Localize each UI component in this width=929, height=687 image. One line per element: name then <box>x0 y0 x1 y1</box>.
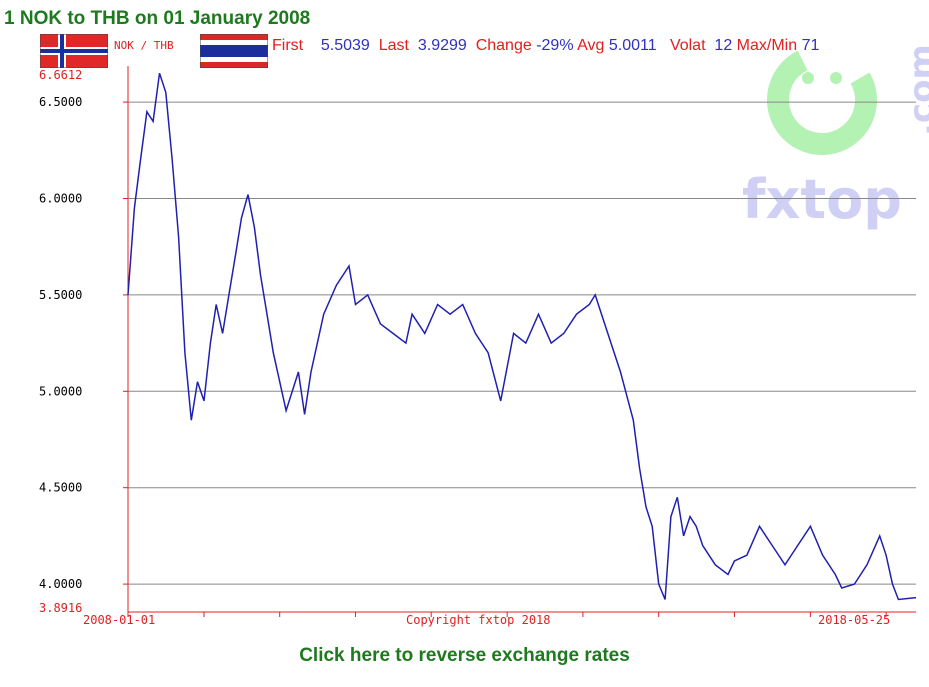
thailand-flag-icon <box>200 34 268 68</box>
y-tick-label: 4.0000 <box>39 577 82 591</box>
y-min-label: 3.8916 <box>39 601 82 615</box>
smiley-face-icon <box>767 44 877 155</box>
series-line-nok-thb <box>127 72 917 601</box>
avg-value: 5.0011 <box>608 37 657 54</box>
grid-lines <box>128 101 916 585</box>
x-axis-ticks <box>127 612 887 617</box>
maxmin-value: 71 <box>801 37 820 54</box>
currency-pair-label: NOK / THB <box>114 39 174 52</box>
volat-label: Volat <box>669 37 706 54</box>
y-tick-label: 4.5000 <box>39 481 82 495</box>
y-tick-label: 6.5000 <box>39 95 82 109</box>
x-tick-end: 2018-05-25 <box>818 613 890 627</box>
y-tick-label: 5.5000 <box>39 288 82 302</box>
change-value: -29% <box>536 37 574 54</box>
reverse-rates-link[interactable]: Click here to reverse exchange rates <box>299 645 630 666</box>
y-axis-ticks: 4.0000 4.5000 5.0000 5.5000 6.0000 6.5000 <box>39 95 128 591</box>
last-label: Last <box>378 37 409 54</box>
x-tick-start: 2008-01-01 <box>83 613 155 627</box>
stats-bar: First 5.5039 Last 3.9299 Change -29% Avg… <box>272 37 819 55</box>
y-tick-label: 6.0000 <box>39 191 82 205</box>
norway-flag-icon <box>40 34 108 68</box>
svg-text:.com: .com <box>902 44 929 136</box>
first-label: First <box>272 37 304 54</box>
avg-label: Avg <box>577 37 605 54</box>
first-value: 5.5039 <box>320 37 370 54</box>
last-value: 3.9299 <box>417 37 467 54</box>
x-tick-copyright: Copyright fxtop 2018 <box>406 613 551 627</box>
maxmin-label: Max/Min <box>736 37 798 54</box>
y-tick-label: 5.0000 <box>39 384 82 398</box>
chart-title: 1 NOK to THB on 01 January 2008 <box>4 8 311 29</box>
y-max-label: 6.6612 <box>39 68 82 82</box>
watermark: fxtop .com <box>742 44 929 231</box>
volat-value: 12 <box>714 37 733 54</box>
watermark-text: fxtop <box>742 168 902 231</box>
change-label: Change <box>475 37 532 54</box>
